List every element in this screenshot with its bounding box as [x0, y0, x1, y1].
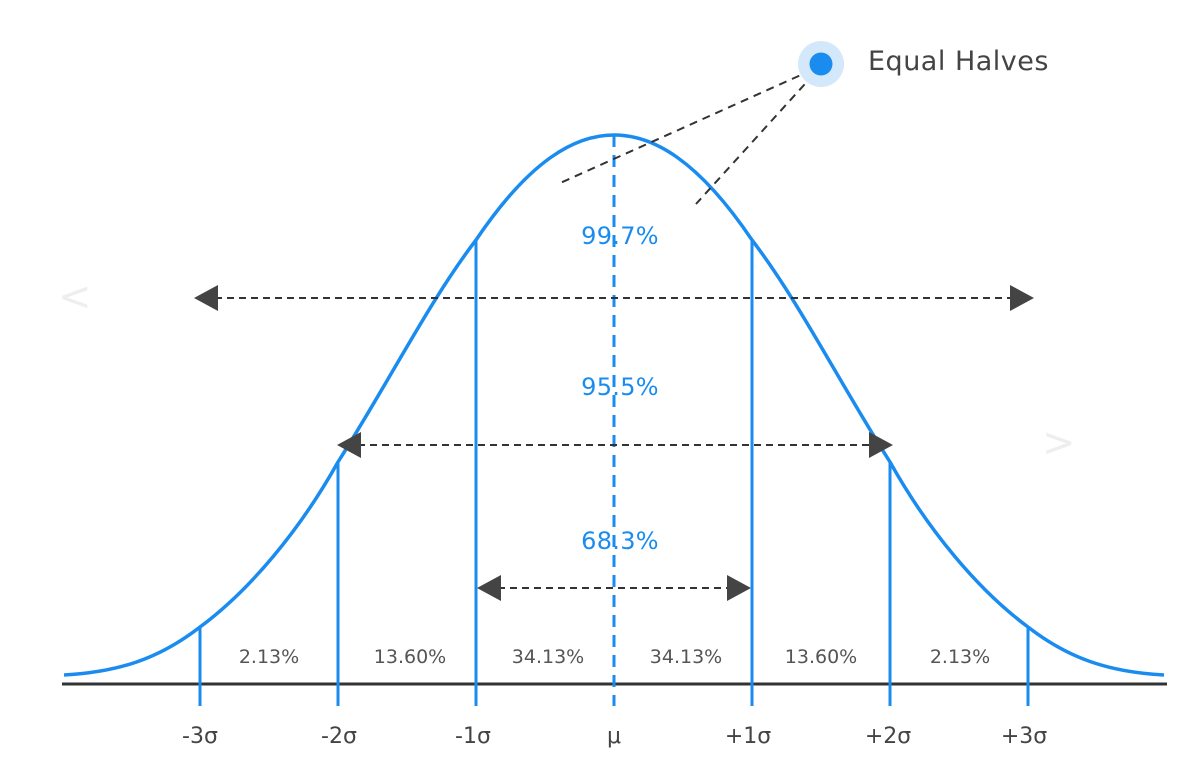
tick-label: +2σ [864, 724, 912, 749]
legend-pointer-line [695, 73, 815, 205]
legend-label: Equal Halves [868, 46, 1049, 77]
coverage-label-99-7: 99.7% [581, 222, 659, 250]
segment-label: 2.13% [929, 646, 991, 668]
segment-label: 13.60% [784, 646, 858, 668]
range-arrow-68-3 [477, 575, 751, 601]
legend-pointer-line [557, 69, 813, 185]
tick-label: -2σ [321, 724, 357, 749]
range-arrow-95-5 [337, 432, 893, 458]
tick-label: -3σ [182, 724, 218, 749]
carousel-next-icon[interactable]: > [1042, 420, 1076, 466]
segment-label: 34.13% [511, 646, 585, 668]
segment-label: 13.60% [373, 646, 447, 668]
coverage-label-68-3: 68.3% [581, 527, 659, 555]
tick-label: +3σ [1000, 724, 1048, 749]
tick-label: -1σ [455, 724, 491, 749]
coverage-label-95-5: 95.5% [581, 373, 659, 401]
carousel-prev-icon[interactable]: < [58, 274, 92, 320]
segment-label: 2.13% [238, 646, 300, 668]
legend-marker-dot [809, 52, 833, 76]
tick-label: +1σ [724, 724, 772, 749]
tick-label: μ [607, 724, 621, 749]
segment-label: 34.13% [649, 646, 723, 668]
range-arrow-99-7 [194, 285, 1034, 311]
